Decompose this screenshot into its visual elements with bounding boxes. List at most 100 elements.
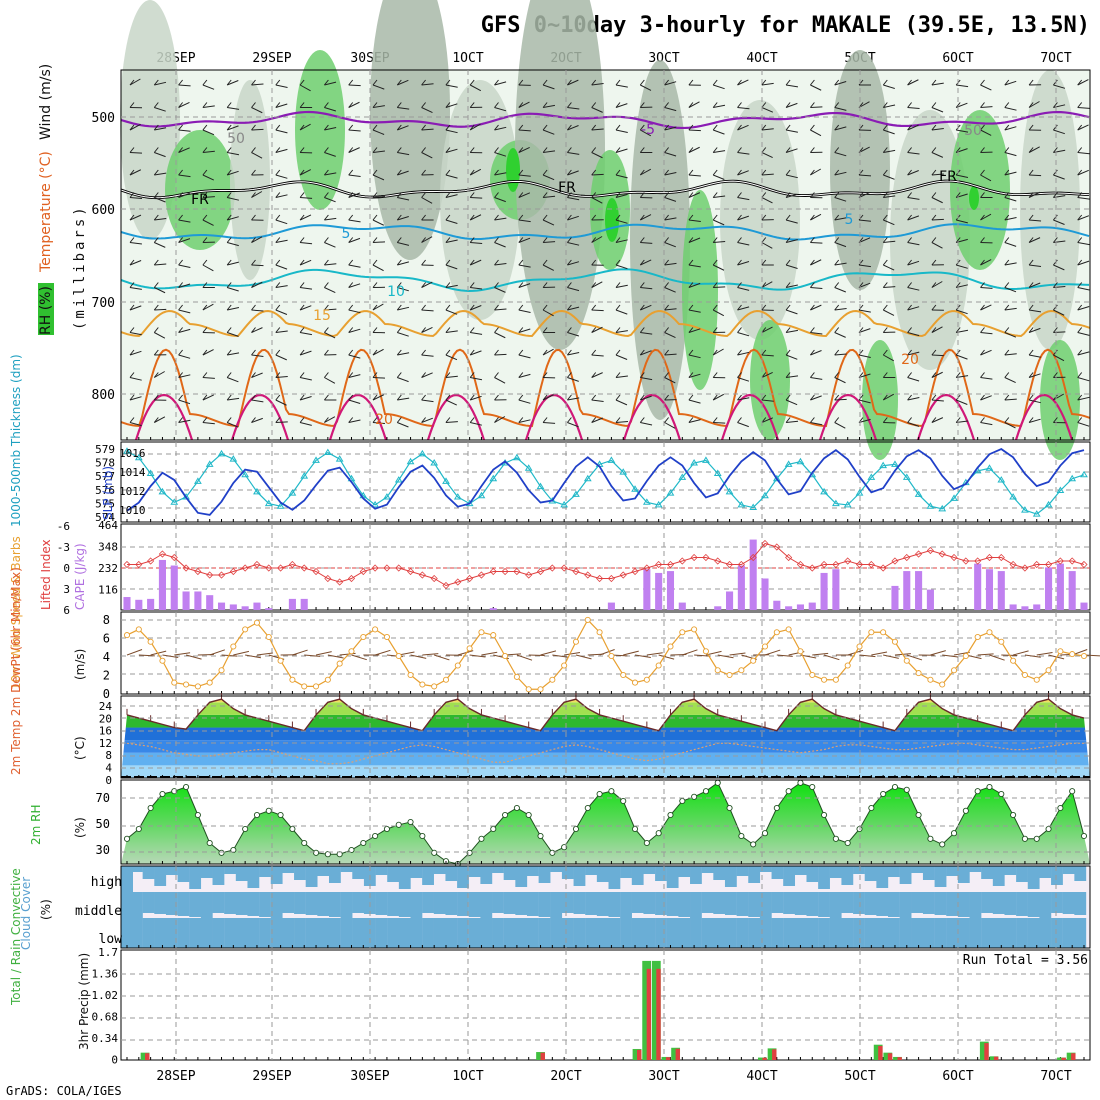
wind-barb bbox=[883, 149, 896, 153]
wind-barb bbox=[445, 237, 451, 243]
wind-barb bbox=[567, 397, 580, 401]
wind-barb bbox=[1028, 102, 1034, 108]
lifted-index-point bbox=[123, 560, 131, 569]
wind-barb bbox=[688, 169, 694, 176]
wind-barb bbox=[324, 152, 336, 157]
wind-barb bbox=[785, 237, 791, 243]
wind-barb bbox=[1077, 287, 1090, 291]
cloud-middle bbox=[678, 892, 691, 917]
wind-barb bbox=[639, 102, 645, 108]
wind-barb bbox=[324, 192, 329, 198]
wind-barb bbox=[315, 651, 332, 656]
wind-barb bbox=[931, 214, 937, 221]
wind-barb bbox=[469, 282, 475, 288]
thickness-point bbox=[843, 500, 852, 508]
wind-barb bbox=[299, 192, 305, 198]
wind-barb bbox=[1028, 327, 1034, 333]
wind-tick-label: 0 bbox=[103, 687, 110, 701]
wind-barb bbox=[202, 282, 208, 288]
cloud-low bbox=[259, 918, 271, 948]
wind-barb bbox=[445, 417, 451, 423]
wind-barb bbox=[688, 102, 694, 108]
thickness-point bbox=[985, 464, 994, 471]
thickness-point bbox=[194, 477, 202, 484]
wind-barb bbox=[883, 354, 895, 362]
wind-barb bbox=[445, 304, 451, 311]
wind-barb bbox=[348, 129, 361, 132]
wind-barb bbox=[883, 195, 896, 198]
wind-barb bbox=[494, 377, 506, 384]
li-tick-label: 3 bbox=[63, 583, 70, 596]
wind-barb bbox=[299, 123, 311, 131]
wind-barb bbox=[1004, 307, 1017, 311]
wind-barb bbox=[615, 349, 621, 356]
wind-speed-point bbox=[159, 657, 166, 664]
wind-barb bbox=[178, 309, 191, 314]
wind-barb bbox=[202, 349, 214, 356]
wind-barb bbox=[421, 282, 426, 288]
thickness-point bbox=[666, 489, 675, 496]
wind-barb bbox=[1028, 282, 1034, 288]
wind-barb bbox=[664, 242, 676, 248]
cloud-high bbox=[259, 866, 271, 877]
contour-label: -5 bbox=[641, 122, 655, 138]
wind-barb bbox=[980, 377, 993, 380]
wind-barb bbox=[494, 197, 506, 203]
wind-barb bbox=[712, 259, 718, 266]
wind-barb bbox=[251, 394, 256, 401]
wind-speed-point bbox=[135, 626, 142, 633]
cloud-high bbox=[247, 866, 260, 888]
wind-barb bbox=[202, 303, 214, 311]
wind-barb bbox=[129, 152, 143, 154]
wind-barb bbox=[858, 146, 870, 153]
wind-barb bbox=[785, 124, 791, 131]
wind-barb bbox=[931, 282, 937, 288]
wind-barb bbox=[129, 237, 135, 243]
wind-barb bbox=[421, 236, 433, 243]
cloud-low bbox=[596, 918, 609, 948]
cape-tick-label: 232 bbox=[98, 562, 118, 575]
wind-barb bbox=[421, 309, 434, 312]
wind-barb bbox=[1004, 394, 1010, 401]
wind-barb bbox=[348, 192, 354, 198]
wind-barb bbox=[251, 169, 256, 176]
wind-barb bbox=[712, 327, 718, 333]
rh-contour bbox=[890, 110, 970, 370]
lifted-index-point bbox=[596, 574, 604, 583]
wind-barb bbox=[299, 305, 312, 311]
wind-barb bbox=[882, 124, 888, 131]
wind-barb bbox=[591, 102, 597, 108]
lifted-index-point bbox=[867, 560, 875, 569]
cloud-low bbox=[550, 918, 563, 948]
wind-barb bbox=[518, 237, 524, 243]
precip-tick-label: 0.68 bbox=[92, 1011, 119, 1024]
wind-barb bbox=[324, 81, 337, 86]
cloud-high bbox=[165, 866, 178, 875]
wind-barb bbox=[1028, 417, 1034, 423]
wind-barb bbox=[129, 304, 135, 311]
wind-barb bbox=[1053, 285, 1066, 288]
wind-barb bbox=[226, 372, 232, 378]
date-label: 7OCT bbox=[1040, 51, 1071, 66]
rh-point bbox=[253, 811, 261, 819]
cloud-low bbox=[829, 918, 842, 948]
precip-type-axis-label: Total / Rain Convective bbox=[9, 868, 23, 1006]
wind-barb bbox=[955, 417, 961, 423]
wind-barb bbox=[688, 349, 694, 356]
wind-barb bbox=[275, 285, 288, 288]
wind-barb bbox=[185, 654, 202, 660]
cloud-middle bbox=[550, 892, 563, 918]
panel-side-labels: 1000-500mb Thickness (dm) SLP (mb) Lifte… bbox=[9, 354, 115, 1050]
wind-barb bbox=[154, 416, 166, 423]
wind-speed-point bbox=[466, 645, 473, 652]
wind-barb bbox=[712, 394, 718, 401]
cloud-low bbox=[1004, 918, 1017, 948]
thickness-point bbox=[891, 460, 899, 467]
wind-barb bbox=[1028, 192, 1034, 198]
wind-barb bbox=[518, 372, 524, 378]
date-label: 5OCT bbox=[844, 1069, 875, 1084]
cloud-low bbox=[841, 918, 854, 948]
wind-barb bbox=[324, 308, 337, 311]
contour-line bbox=[120, 180, 1090, 199]
